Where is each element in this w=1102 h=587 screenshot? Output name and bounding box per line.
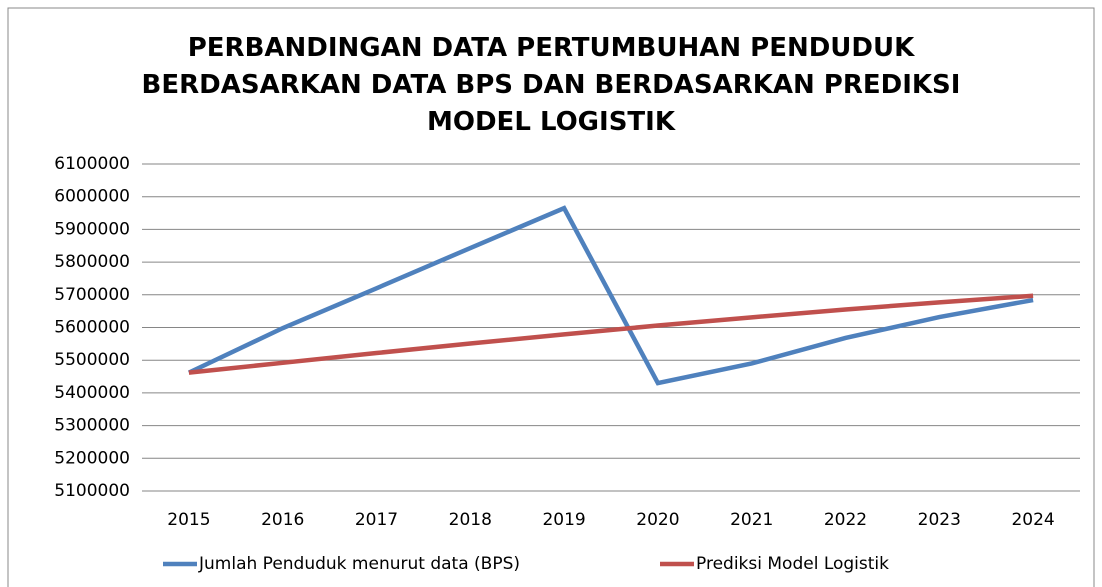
x-tick-label: 2020 xyxy=(636,510,679,530)
x-tick-label: 2021 xyxy=(730,510,773,530)
y-tick-label: 5100000 xyxy=(54,481,130,501)
chart-title: PERBANDINGAN DATA PERTUMBUHAN PENDUDUK B… xyxy=(141,33,961,137)
x-tick-label: 2017 xyxy=(355,510,398,530)
y-tick-label: 5500000 xyxy=(54,350,130,370)
y-tick-label: 5600000 xyxy=(54,318,130,338)
y-tick-label: 6100000 xyxy=(54,154,130,174)
chart-border xyxy=(7,7,1095,587)
y-tick-label: 6000000 xyxy=(54,187,130,207)
y-tick-label: 5300000 xyxy=(54,416,130,436)
y-tick-label: 5400000 xyxy=(54,383,130,403)
y-tick-label: 5900000 xyxy=(54,219,130,239)
series-line xyxy=(187,205,1034,386)
legend-label: Jumlah Penduduk menurut data (BPS) xyxy=(198,554,520,574)
x-tick-label: 2018 xyxy=(449,510,492,530)
y-tick-label: 5800000 xyxy=(54,252,130,272)
x-tick-label: 2016 xyxy=(261,510,304,530)
y-tick-label: 5700000 xyxy=(54,285,130,305)
legend-label: Prediksi Model Logistik xyxy=(696,554,889,574)
x-tick-label: 2024 xyxy=(1011,510,1054,530)
x-tick-label: 2015 xyxy=(167,510,210,530)
x-tick-label: 2023 xyxy=(918,510,961,530)
x-tick-label: 2022 xyxy=(824,510,867,530)
x-tick-label: 2019 xyxy=(542,510,585,530)
series-line xyxy=(188,293,1034,375)
y-tick-label: 5200000 xyxy=(54,448,130,468)
